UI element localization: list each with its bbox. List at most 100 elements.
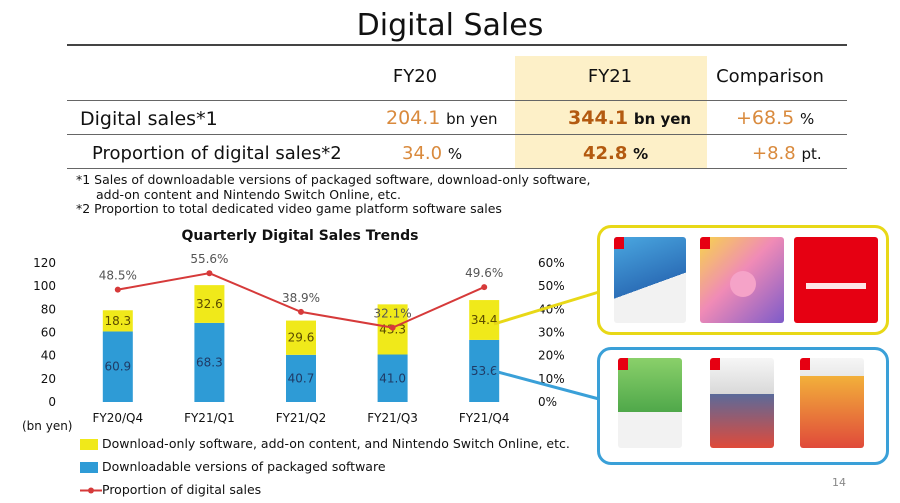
digital-sales-fy20-value: 204.1 (386, 107, 441, 129)
bar-segment (377, 354, 408, 402)
kirby-fighters-2-box-art (700, 237, 784, 323)
legend-line-marker (80, 487, 102, 494)
bar-value-label: 60.9 (104, 360, 131, 374)
legend-swatch-blue (80, 462, 98, 473)
bar-value-label: 18.3 (104, 314, 131, 328)
y-tick-label: 100 (33, 279, 56, 293)
footnote-2: *2 Proportion to total dedicated video g… (76, 201, 502, 216)
proportion-fy20: 34.0 % (402, 143, 462, 164)
connector-blue (493, 369, 600, 401)
bar-value-label: 53.6 (471, 364, 498, 378)
line-point (206, 270, 213, 277)
footnote-1-cont: add-on content and Nintendo Switch Onlin… (96, 187, 401, 202)
digital-sales-comparison-unit: % (799, 110, 815, 128)
line-point (389, 324, 396, 331)
legend-proportion: Proportion of digital sales (80, 482, 261, 497)
legend-label: Download-only software, add-on content, … (102, 436, 570, 451)
line-value-label: 38.9% (282, 291, 320, 305)
legend-download-only: Download-only software, add-on content, … (80, 436, 570, 451)
x-tick-label: FY20/Q4 (92, 411, 143, 425)
bar-segment (286, 354, 316, 402)
animal-crossing-box-art (618, 358, 682, 448)
footnote-1: *1 Sales of downloadable versions of pac… (76, 172, 591, 187)
super-mario-3d-all-stars-box-art (710, 358, 774, 448)
y-tick-label: 20 (41, 372, 56, 386)
proportion-comparison-unit: pt. (801, 145, 822, 163)
y-tick-label: 120 (33, 256, 56, 270)
digital-sales-fy20-unit: bn yen (446, 110, 498, 128)
download-only-products-panel (597, 225, 889, 335)
page-number: 14 (832, 476, 846, 489)
digital-sales-fy21-unit: bn yen (633, 110, 692, 128)
y-axis-unit: (bn yen) (22, 419, 73, 433)
proportion-fy21-value: 42.8 (583, 143, 628, 164)
y-tick-label: 80 (41, 302, 56, 316)
bar-value-label: 32.6 (196, 297, 223, 311)
page-title: Digital Sales (356, 8, 544, 43)
line-point (481, 284, 488, 291)
packaged-products-panel (597, 347, 889, 465)
y2-tick-label: 20% (538, 349, 565, 363)
x-tick-label: FY21/Q1 (184, 411, 235, 425)
legend-label: Downloadable versions of packaged softwa… (102, 459, 386, 474)
y2-tick-label: 60% (538, 256, 565, 270)
y2-tick-label: 50% (538, 279, 565, 293)
line-value-label: 48.5% (99, 269, 137, 283)
bar-segment (194, 322, 225, 402)
col-header-fy20: FY20 (392, 66, 438, 87)
proportion-fy20-value: 34.0 (402, 143, 443, 164)
digital-sales-fy21: 344.1 bn yen (568, 107, 691, 129)
bar-value-label: 29.6 (288, 331, 315, 345)
pokemon-expansion-pass-box-art (614, 237, 686, 323)
proportion-comparison-value: +8.8 (752, 143, 796, 164)
bar-segment (469, 300, 500, 340)
y2-tick-label: 10% (538, 372, 565, 386)
row-label-digital-sales: Digital sales*1 (80, 108, 218, 130)
x-tick-label: FY21/Q2 (276, 411, 327, 425)
y2-tick-label: 0% (538, 395, 557, 409)
bar-segment (102, 331, 133, 402)
y-tick-label: 0 (48, 395, 56, 409)
y2-tick-label: 30% (538, 326, 565, 340)
proportion-fy21-unit: % (633, 145, 649, 163)
super-mario-3d-world-bowsers-fury-box-art (800, 358, 864, 448)
proportion-comparison: +8.8 pt. (752, 143, 822, 164)
x-tick-label: FY21/Q3 (367, 411, 418, 425)
table-rule (67, 168, 847, 169)
line-value-label: 49.6% (465, 266, 503, 280)
table-rule (67, 134, 847, 135)
table-rule (67, 100, 847, 101)
bar-segment (194, 285, 225, 323)
proportion-fy21: 42.8 % (583, 143, 648, 164)
line-value-label: 32.1% (374, 307, 412, 321)
col-header-comparison: Comparison (716, 66, 824, 87)
digital-sales-fy21-value: 344.1 (568, 107, 629, 129)
y-tick-label: 40 (41, 349, 56, 363)
nintendo-switch-online-card (794, 237, 878, 323)
col-header-fy21: FY21 (587, 66, 633, 87)
bar-value-label: 68.3 (196, 355, 223, 369)
line-point (114, 286, 121, 293)
legend-label: Proportion of digital sales (102, 482, 262, 497)
fy21-highlight (515, 56, 707, 168)
digital-sales-fy20: 204.1 bn yen (386, 107, 498, 129)
x-tick-label: FY21/Q4 (459, 411, 510, 425)
bar-value-label: 34.4 (471, 313, 498, 327)
bar-segment (286, 320, 316, 355)
y-tick-label: 60 (41, 326, 56, 340)
digital-sales-comparison-value: +68.5 (736, 107, 795, 129)
chart-title: Quarterly Digital Sales Trends (181, 228, 419, 244)
title-divider (67, 44, 847, 46)
legend-packaged: Downloadable versions of packaged softwa… (80, 459, 386, 474)
line-point (298, 308, 304, 315)
bar-value-label: 40.7 (288, 371, 315, 385)
row-label-proportion: Proportion of digital sales*2 (92, 143, 342, 164)
line-value-label: 55.6% (190, 252, 228, 266)
bar-segment (102, 310, 133, 332)
proportion-fy20-unit: % (447, 145, 463, 163)
legend-swatch-yellow (80, 439, 98, 450)
bar-value-label: 41.0 (379, 371, 406, 385)
connector-yellow (493, 290, 600, 326)
digital-sales-comparison: +68.5 % (736, 107, 814, 129)
